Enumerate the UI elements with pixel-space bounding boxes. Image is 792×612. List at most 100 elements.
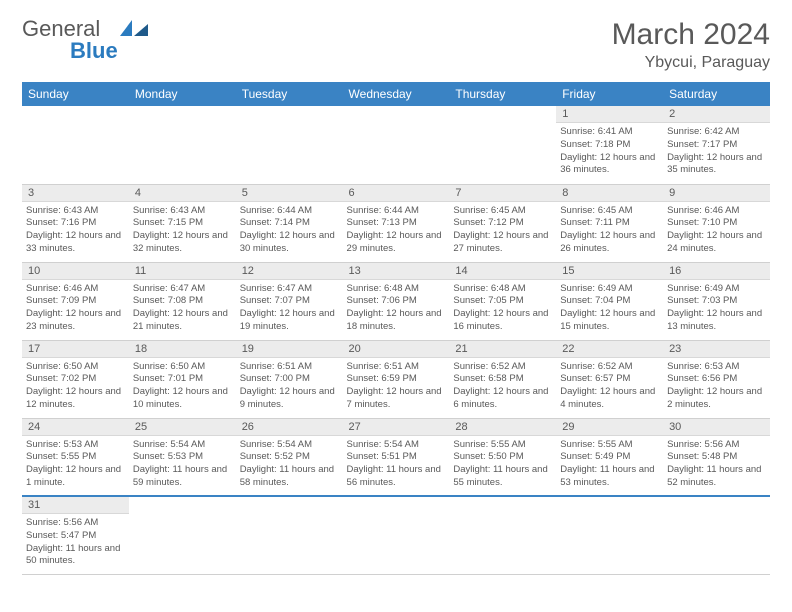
day-details: Sunrise: 6:48 AMSunset: 7:05 PMDaylight:… (449, 280, 556, 337)
day-number: 31 (22, 497, 129, 514)
calendar-day: 17Sunrise: 6:50 AMSunset: 7:02 PMDayligh… (22, 340, 129, 418)
day-number: 7 (449, 185, 556, 202)
calendar-day: 18Sunrise: 6:50 AMSunset: 7:01 PMDayligh… (129, 340, 236, 418)
day-number: 25 (129, 419, 236, 436)
day-number: 20 (343, 341, 450, 358)
calendar-day: 3Sunrise: 6:43 AMSunset: 7:16 PMDaylight… (22, 184, 129, 262)
calendar-day: 9Sunrise: 6:46 AMSunset: 7:10 PMDaylight… (663, 184, 770, 262)
calendar-day: 30Sunrise: 5:56 AMSunset: 5:48 PMDayligh… (663, 418, 770, 496)
calendar-week: 1Sunrise: 6:41 AMSunset: 7:18 PMDaylight… (22, 106, 770, 184)
day-details: Sunrise: 5:55 AMSunset: 5:49 PMDaylight:… (556, 436, 663, 493)
calendar-day: 5Sunrise: 6:44 AMSunset: 7:14 PMDaylight… (236, 184, 343, 262)
day-header: Sunday (22, 82, 129, 106)
day-number: 1 (556, 106, 663, 123)
day-details: Sunrise: 6:44 AMSunset: 7:13 PMDaylight:… (343, 202, 450, 259)
day-details: Sunrise: 6:48 AMSunset: 7:06 PMDaylight:… (343, 280, 450, 337)
day-details: Sunrise: 6:44 AMSunset: 7:14 PMDaylight:… (236, 202, 343, 259)
logo: General Blue (22, 18, 148, 62)
day-number: 21 (449, 341, 556, 358)
day-number: 11 (129, 263, 236, 280)
day-details: Sunrise: 6:52 AMSunset: 6:58 PMDaylight:… (449, 358, 556, 415)
day-number: 2 (663, 106, 770, 123)
day-number: 22 (556, 341, 663, 358)
day-number: 9 (663, 185, 770, 202)
calendar-day: 27Sunrise: 5:54 AMSunset: 5:51 PMDayligh… (343, 418, 450, 496)
day-details: Sunrise: 5:53 AMSunset: 5:55 PMDaylight:… (22, 436, 129, 493)
day-details: Sunrise: 6:43 AMSunset: 7:16 PMDaylight:… (22, 202, 129, 259)
day-number: 30 (663, 419, 770, 436)
day-number: 18 (129, 341, 236, 358)
calendar-empty (129, 106, 236, 184)
calendar-day: 22Sunrise: 6:52 AMSunset: 6:57 PMDayligh… (556, 340, 663, 418)
calendar-week: 10Sunrise: 6:46 AMSunset: 7:09 PMDayligh… (22, 262, 770, 340)
day-number: 23 (663, 341, 770, 358)
day-details: Sunrise: 6:51 AMSunset: 6:59 PMDaylight:… (343, 358, 450, 415)
calendar-day: 24Sunrise: 5:53 AMSunset: 5:55 PMDayligh… (22, 418, 129, 496)
calendar-day: 14Sunrise: 6:48 AMSunset: 7:05 PMDayligh… (449, 262, 556, 340)
calendar-day: 16Sunrise: 6:49 AMSunset: 7:03 PMDayligh… (663, 262, 770, 340)
calendar-empty (236, 496, 343, 574)
day-details: Sunrise: 6:47 AMSunset: 7:07 PMDaylight:… (236, 280, 343, 337)
day-header: Friday (556, 82, 663, 106)
calendar-empty (343, 496, 450, 574)
calendar-day: 25Sunrise: 5:54 AMSunset: 5:53 PMDayligh… (129, 418, 236, 496)
day-details: Sunrise: 6:46 AMSunset: 7:10 PMDaylight:… (663, 202, 770, 259)
calendar-day: 29Sunrise: 5:55 AMSunset: 5:49 PMDayligh… (556, 418, 663, 496)
day-number: 5 (236, 185, 343, 202)
day-number: 27 (343, 419, 450, 436)
day-number: 24 (22, 419, 129, 436)
day-details: Sunrise: 5:54 AMSunset: 5:51 PMDaylight:… (343, 436, 450, 493)
logo-text-blue: Blue (70, 38, 118, 63)
day-details: Sunrise: 5:56 AMSunset: 5:48 PMDaylight:… (663, 436, 770, 493)
day-details: Sunrise: 6:51 AMSunset: 7:00 PMDaylight:… (236, 358, 343, 415)
location: Ybycui, Paraguay (612, 54, 770, 72)
day-number: 14 (449, 263, 556, 280)
day-number: 15 (556, 263, 663, 280)
day-number: 10 (22, 263, 129, 280)
calendar-day: 7Sunrise: 6:45 AMSunset: 7:12 PMDaylight… (449, 184, 556, 262)
day-number: 26 (236, 419, 343, 436)
day-details: Sunrise: 6:41 AMSunset: 7:18 PMDaylight:… (556, 123, 663, 180)
day-header: Thursday (449, 82, 556, 106)
calendar-empty (449, 106, 556, 184)
day-details: Sunrise: 5:56 AMSunset: 5:47 PMDaylight:… (22, 514, 129, 571)
day-details: Sunrise: 6:50 AMSunset: 7:01 PMDaylight:… (129, 358, 236, 415)
title-block: March 2024 Ybycui, Paraguay (612, 18, 770, 72)
day-number: 19 (236, 341, 343, 358)
calendar-day: 2Sunrise: 6:42 AMSunset: 7:17 PMDaylight… (663, 106, 770, 184)
day-number: 12 (236, 263, 343, 280)
day-details: Sunrise: 5:54 AMSunset: 5:52 PMDaylight:… (236, 436, 343, 493)
calendar-empty (236, 106, 343, 184)
calendar-day: 6Sunrise: 6:44 AMSunset: 7:13 PMDaylight… (343, 184, 450, 262)
calendar-week: 3Sunrise: 6:43 AMSunset: 7:16 PMDaylight… (22, 184, 770, 262)
calendar-week: 24Sunrise: 5:53 AMSunset: 5:55 PMDayligh… (22, 418, 770, 496)
day-details: Sunrise: 6:49 AMSunset: 7:04 PMDaylight:… (556, 280, 663, 337)
calendar-empty (343, 106, 450, 184)
day-details: Sunrise: 6:49 AMSunset: 7:03 PMDaylight:… (663, 280, 770, 337)
day-number: 6 (343, 185, 450, 202)
day-details: Sunrise: 6:43 AMSunset: 7:15 PMDaylight:… (129, 202, 236, 259)
day-number: 3 (22, 185, 129, 202)
calendar-day: 11Sunrise: 6:47 AMSunset: 7:08 PMDayligh… (129, 262, 236, 340)
day-details: Sunrise: 6:45 AMSunset: 7:12 PMDaylight:… (449, 202, 556, 259)
day-number: 4 (129, 185, 236, 202)
calendar-empty (449, 496, 556, 574)
day-number: 28 (449, 419, 556, 436)
day-details: Sunrise: 5:55 AMSunset: 5:50 PMDaylight:… (449, 436, 556, 493)
calendar-day: 20Sunrise: 6:51 AMSunset: 6:59 PMDayligh… (343, 340, 450, 418)
day-header: Tuesday (236, 82, 343, 106)
day-details: Sunrise: 6:52 AMSunset: 6:57 PMDaylight:… (556, 358, 663, 415)
day-header: Saturday (663, 82, 770, 106)
calendar-day: 28Sunrise: 5:55 AMSunset: 5:50 PMDayligh… (449, 418, 556, 496)
calendar-empty (129, 496, 236, 574)
day-number: 8 (556, 185, 663, 202)
day-details: Sunrise: 6:47 AMSunset: 7:08 PMDaylight:… (129, 280, 236, 337)
day-details: Sunrise: 6:42 AMSunset: 7:17 PMDaylight:… (663, 123, 770, 180)
day-number: 13 (343, 263, 450, 280)
calendar-table: SundayMondayTuesdayWednesdayThursdayFrid… (22, 82, 770, 575)
day-details: Sunrise: 6:46 AMSunset: 7:09 PMDaylight:… (22, 280, 129, 337)
calendar-empty (22, 106, 129, 184)
calendar-day: 8Sunrise: 6:45 AMSunset: 7:11 PMDaylight… (556, 184, 663, 262)
calendar-empty (663, 496, 770, 574)
calendar-day: 19Sunrise: 6:51 AMSunset: 7:00 PMDayligh… (236, 340, 343, 418)
